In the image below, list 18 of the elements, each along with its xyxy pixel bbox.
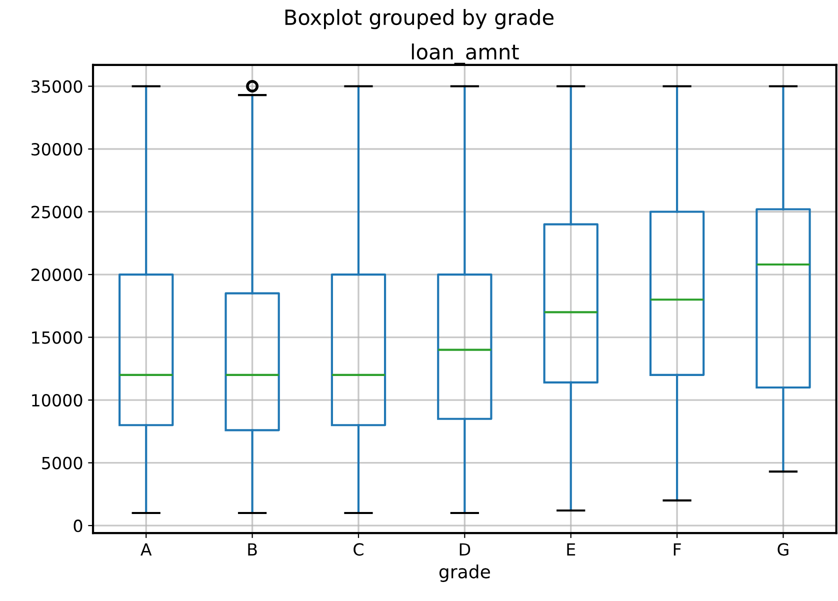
y-tick-label: 5000: [42, 456, 82, 470]
chart-title: Boxplot grouped by grade: [285, 9, 554, 30]
y-tick-label: 15000: [32, 331, 82, 344]
x-axis-title: grade: [439, 564, 490, 582]
x-tick-label: C: [354, 543, 364, 556]
y-tick-label: 10000: [32, 394, 82, 407]
y-tick-label: 35000: [32, 80, 82, 93]
y-tick-label: 30000: [32, 142, 82, 156]
y-tick-label: 20000: [31, 268, 82, 282]
y-tick-label: 25000: [31, 206, 82, 218]
x-tick-label: G: [778, 543, 788, 556]
x-tick-label: B: [248, 543, 257, 556]
y-tick-label: 0: [74, 520, 82, 532]
x-tick-label: E: [567, 543, 576, 556]
x-tick-label: F: [674, 543, 681, 556]
x-tick-label: A: [140, 543, 152, 556]
x-tick-label: D: [460, 543, 470, 556]
chart-subtitle: loan_amnt: [412, 44, 519, 64]
